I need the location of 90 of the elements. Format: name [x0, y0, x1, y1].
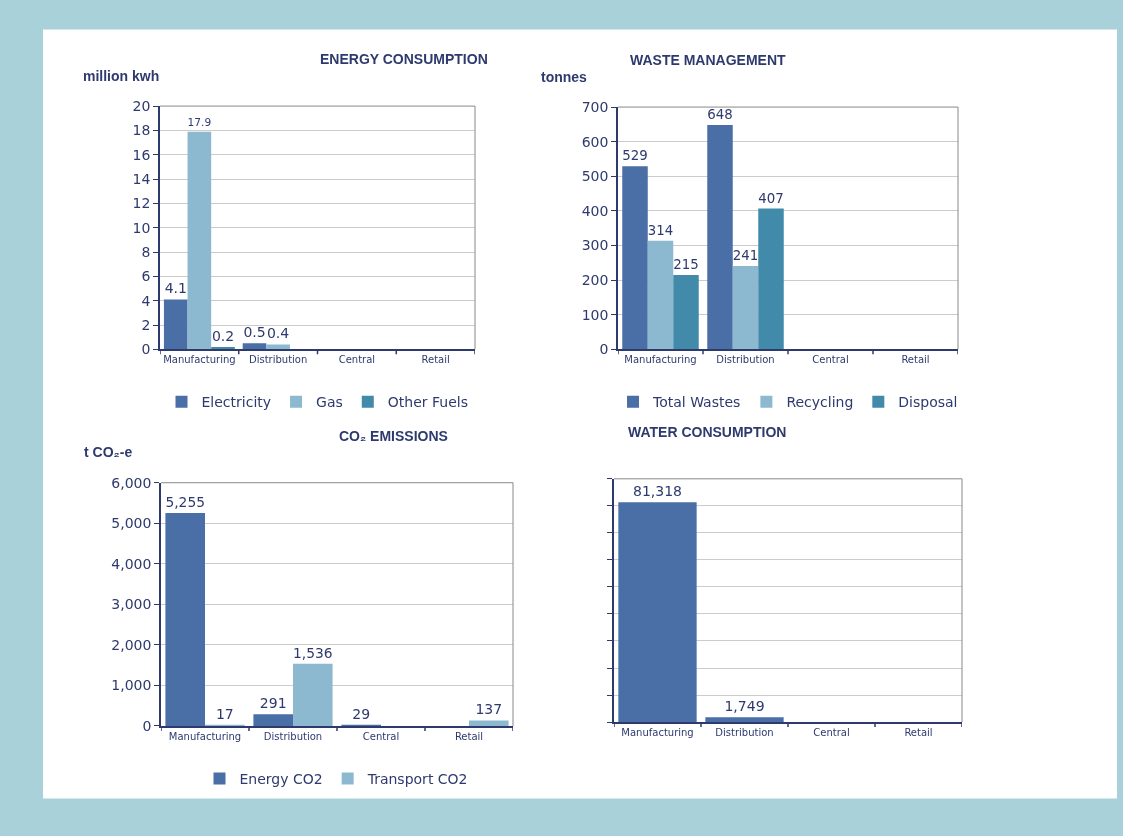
- y-tick-label: 100: [581, 306, 609, 323]
- data-label: 407: [758, 190, 784, 206]
- x-tick-label: Central: [362, 730, 400, 742]
- data-label: 4.1: [164, 280, 187, 297]
- legend-label: Energy CO2: [239, 770, 323, 787]
- bar: [758, 208, 784, 350]
- bar: [647, 240, 674, 350]
- bar: [165, 512, 205, 726]
- legend-label: Electricity: [201, 394, 272, 411]
- legend-label: Disposal: [898, 394, 958, 411]
- legend-label: Other Fuels: [387, 394, 468, 411]
- data-label: 291: [259, 695, 287, 712]
- data-label: 529: [622, 148, 648, 164]
- y-tick-label: 0: [141, 341, 151, 358]
- x-tick-label: Central: [338, 354, 376, 366]
- bar: [266, 344, 290, 350]
- x-tick-label: Retail: [901, 354, 930, 366]
- x-tick-label: Distribution: [716, 354, 775, 366]
- data-label: 314: [647, 222, 674, 238]
- y-tick-label: 400: [581, 202, 609, 219]
- x-tick-label: Central: [812, 354, 849, 366]
- y-tick-label: 600: [581, 133, 609, 150]
- bar: [707, 125, 733, 350]
- y-tick-label: 3,000: [111, 596, 152, 613]
- data-label: 1,749: [724, 698, 765, 715]
- x-tick-label: Manufacturing: [621, 726, 694, 738]
- data-label: 0.4: [266, 325, 290, 342]
- y-tick-label: 18: [132, 122, 151, 139]
- x-tick-label: Retail: [904, 726, 933, 738]
- y-tick-label: 300: [581, 237, 609, 254]
- y-tick-label: 6,000: [111, 474, 152, 491]
- y-tick-label: 12: [132, 195, 151, 212]
- bar: [622, 166, 648, 350]
- data-label: 0.2: [211, 327, 235, 344]
- x-tick-label: Manufacturing: [163, 354, 236, 366]
- data-label: 0.5: [243, 324, 266, 341]
- x-tick-label: Manufacturing: [624, 354, 697, 366]
- data-label: 17.9: [187, 116, 212, 130]
- bar: [293, 663, 333, 726]
- chart-title: WASTE MANAGEMENT: [630, 52, 786, 68]
- y-axis-title: million kwh: [83, 68, 160, 84]
- y-tick-label: 16: [132, 146, 151, 163]
- chart-title: WATER CONSUMPTION: [628, 424, 787, 440]
- data-label: 1,536: [293, 644, 333, 661]
- bar: [469, 720, 509, 726]
- legend-label: Recycling: [786, 394, 854, 411]
- x-tick-label: Retail: [421, 354, 450, 366]
- bar: [163, 299, 188, 350]
- y-tick-label: 2: [141, 316, 151, 333]
- bar: [242, 343, 267, 350]
- y-tick-label: 0: [142, 717, 152, 734]
- y-axis-title: tonnes: [541, 69, 588, 85]
- y-tick-label: 8: [141, 243, 151, 260]
- y-tick-label: 14: [132, 170, 151, 187]
- y-tick-label: 0: [599, 341, 609, 358]
- y-tick-label: 20: [132, 97, 151, 114]
- legend-label: Gas: [316, 394, 343, 411]
- y-tick-label: 500: [581, 168, 609, 185]
- y-tick-label: 10: [132, 219, 151, 236]
- data-label: 17: [215, 705, 234, 722]
- data-label: 81,318: [633, 483, 682, 500]
- x-tick-label: Manufacturing: [168, 730, 242, 742]
- chart-title: ENERGY CONSUMPTION: [320, 51, 488, 67]
- bar: [253, 714, 293, 726]
- x-tick-label: Distribution: [263, 730, 323, 742]
- y-tick-label: 4: [141, 292, 151, 309]
- x-tick-label: Retail: [454, 730, 484, 742]
- data-label: 648: [707, 107, 733, 123]
- bar: [673, 274, 699, 350]
- y-tick-label: 5,000: [111, 515, 152, 532]
- data-label: 5,255: [165, 493, 205, 510]
- data-label: 241: [732, 248, 759, 264]
- y-tick-label: 1,000: [111, 677, 152, 694]
- y-tick-label: 2,000: [111, 636, 152, 653]
- y-tick-label: 700: [581, 98, 609, 115]
- y-tick-label: 4,000: [111, 555, 152, 572]
- bar: [187, 131, 212, 350]
- data-label: 29: [352, 705, 371, 722]
- legend-label: Total Wastes: [652, 394, 741, 411]
- y-tick-label: 6: [141, 268, 151, 285]
- x-tick-label: Distribution: [248, 354, 308, 366]
- data-label: 137: [475, 701, 503, 718]
- data-label: 215: [673, 257, 699, 273]
- chart-title: CO₂ EMISSIONS: [339, 428, 448, 444]
- legend-label: Transport CO2: [366, 770, 468, 787]
- x-tick-label: Central: [813, 726, 850, 738]
- bar: [732, 265, 759, 350]
- y-tick-label: 200: [581, 272, 609, 289]
- x-tick-label: Distribution: [715, 726, 774, 738]
- y-axis-title: t CO₂-e: [84, 444, 133, 460]
